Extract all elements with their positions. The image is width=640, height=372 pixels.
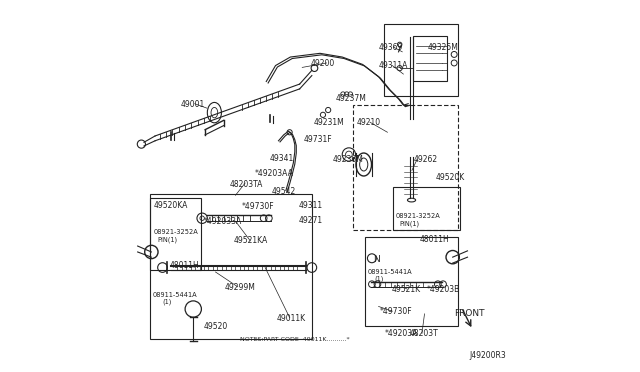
Bar: [394, 187, 460, 230]
Text: 49237M: 49237M: [336, 94, 367, 103]
Text: *49203AA: *49203AA: [255, 169, 294, 177]
Text: 49325M: 49325M: [428, 42, 458, 51]
Text: 48011H: 48011H: [419, 235, 449, 244]
Text: 08911-5441A: 08911-5441A: [367, 269, 412, 275]
Text: 49299M: 49299M: [225, 283, 255, 292]
Text: 49341: 49341: [270, 154, 294, 163]
Text: 48203T: 48203T: [410, 329, 438, 338]
Text: 49001: 49001: [181, 100, 205, 109]
Text: PIN(1): PIN(1): [157, 237, 178, 243]
Text: 49520: 49520: [204, 321, 227, 331]
Text: *49203B: *49203B: [427, 285, 460, 294]
Text: *492033A: *492033A: [204, 217, 241, 226]
Bar: [150, 194, 312, 339]
Text: (1): (1): [375, 275, 384, 282]
Text: 49520KA: 49520KA: [154, 201, 188, 210]
Text: 49262: 49262: [414, 155, 438, 164]
Text: 49271: 49271: [299, 216, 323, 225]
Text: 49521KA: 49521KA: [234, 236, 268, 246]
Text: (1): (1): [163, 298, 172, 305]
Text: 49311: 49311: [299, 201, 323, 210]
Text: *49730F: *49730F: [380, 307, 413, 316]
Bar: [365, 237, 458, 326]
Bar: [150, 198, 201, 270]
Bar: [353, 105, 458, 230]
Text: 49311A: 49311A: [378, 61, 408, 70]
Text: 49011K: 49011K: [276, 314, 305, 323]
Text: 08921-3252A: 08921-3252A: [154, 229, 198, 235]
Text: *49730F: *49730F: [242, 202, 275, 211]
Text: 49231M: 49231M: [314, 118, 344, 127]
Text: 48203TA: 48203TA: [229, 180, 262, 189]
Text: 49520K: 49520K: [436, 173, 465, 182]
Bar: [413, 36, 447, 81]
Text: 49369: 49369: [378, 42, 403, 51]
Text: 49731F: 49731F: [303, 135, 332, 144]
Text: NOTES:PART CODE  49011K..........*: NOTES:PART CODE 49011K..........*: [240, 337, 350, 342]
Text: FRONT: FRONT: [454, 310, 484, 318]
Text: 49542: 49542: [272, 187, 296, 196]
Text: *49203A: *49203A: [385, 329, 418, 338]
Text: 08911-5441A: 08911-5441A: [152, 292, 197, 298]
Bar: [384, 24, 458, 96]
Text: 49521K: 49521K: [391, 285, 420, 294]
Text: 49210: 49210: [356, 118, 380, 127]
Text: 49200: 49200: [311, 59, 335, 68]
Text: 48011H: 48011H: [170, 261, 200, 270]
Text: N: N: [373, 255, 380, 264]
Text: J49200R3: J49200R3: [469, 351, 506, 360]
Text: PIN(1): PIN(1): [400, 221, 420, 227]
Text: 08921-3252A: 08921-3252A: [396, 214, 441, 219]
Text: 49236M: 49236M: [332, 155, 363, 164]
